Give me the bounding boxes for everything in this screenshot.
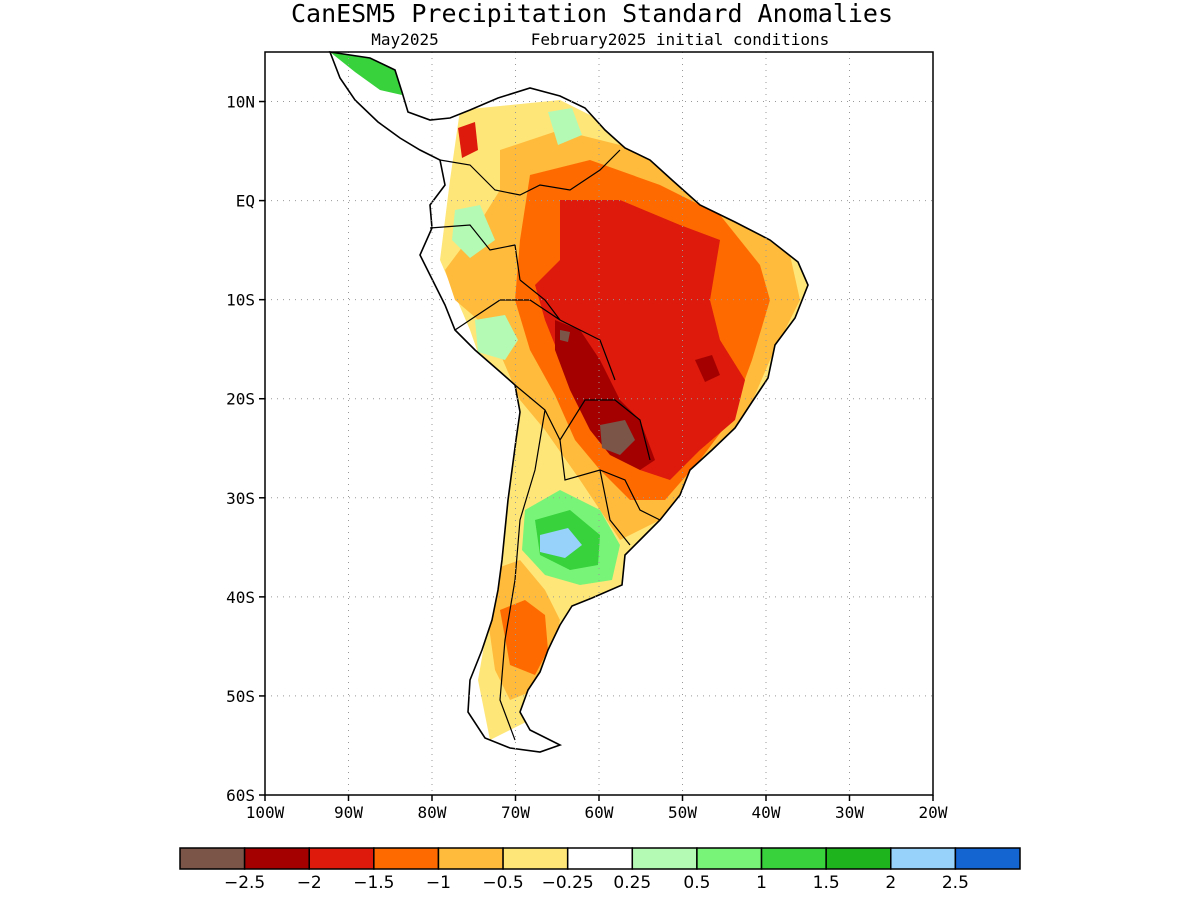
lat-tick-label: 60S xyxy=(226,786,255,805)
colorbar-swatch xyxy=(243,847,310,870)
field-band-wet-peru xyxy=(475,315,518,360)
lon-tick-label: 40W xyxy=(752,803,781,822)
colorbar-swatch xyxy=(502,847,569,870)
colorbar-swatch xyxy=(437,847,504,870)
colorbar-label: 2 xyxy=(885,873,896,893)
lon-tick-label: 80W xyxy=(418,803,447,822)
colorbar-swatch xyxy=(696,847,763,870)
colorbar-swatch xyxy=(373,847,440,870)
lat-tick-label: 10S xyxy=(226,291,255,310)
field-band-extreme-dry xyxy=(600,420,635,455)
colorbar-swatch xyxy=(825,847,892,870)
colorbar-label: −0.5 xyxy=(482,873,523,893)
init-conditions-label: February2025 initial conditions xyxy=(531,30,830,49)
lon-tick-label: 60W xyxy=(585,803,614,822)
colorbar-label: 2.5 xyxy=(942,873,969,893)
colorbar-swatch xyxy=(954,847,1021,870)
colorbar-label: −0.25 xyxy=(542,873,594,893)
lat-tick-label: 30S xyxy=(226,489,255,508)
lat-tick-label: EQ xyxy=(236,192,255,211)
field-band-strong-dry-colombia xyxy=(458,122,478,158)
lat-tick-label: 40S xyxy=(226,588,255,607)
field-band-wet-venezuela xyxy=(548,108,582,145)
colorbar-swatch xyxy=(760,847,827,870)
colorbar-swatch xyxy=(179,847,246,870)
field-band-very-strong-dry-ne xyxy=(695,355,720,382)
colorbar-label: −1.5 xyxy=(353,873,394,893)
field-band-moderate-dry-patagonia xyxy=(500,600,548,675)
colorbar-label: −2 xyxy=(297,873,322,893)
lon-tick-label: 70W xyxy=(501,803,530,822)
colorbar-label: −1 xyxy=(426,873,451,893)
figure-title: CanESM5 Precipitation Standard Anomalies xyxy=(291,0,893,28)
target-month-label: May2025 xyxy=(371,30,438,49)
field-band-extreme-dry-small xyxy=(560,330,570,342)
colorbar-label: 0.5 xyxy=(683,873,710,893)
lat-tick-label: 50S xyxy=(226,687,255,706)
colorbar-swatch xyxy=(890,847,957,870)
field-band-very-wet-argentina xyxy=(540,528,582,558)
colorbar: −2.5 −2 −1.5 −1 −0.5 −0.25 0.25 0.5 1 1.5 2 2.5 xyxy=(179,847,1021,893)
lat-tick-label: 10N xyxy=(226,93,255,112)
colorbar-swatch xyxy=(631,847,698,870)
colorbar-swatch xyxy=(566,847,634,870)
longitude-axis: 100W 90W 80W 70W 60W 50W 40W 30W 20W xyxy=(246,795,948,822)
latitude-axis: 10N EQ 10S 20S 30S 40S 50S 60S xyxy=(226,93,265,805)
lon-tick-label: 100W xyxy=(246,803,285,822)
lon-tick-label: 30W xyxy=(835,803,864,822)
continent-outline xyxy=(328,51,809,753)
field-band-wet-ecuador xyxy=(452,205,495,258)
lon-tick-label: 90W xyxy=(334,803,363,822)
lon-tick-label: 20W xyxy=(919,803,948,822)
colorbar-label: 1 xyxy=(756,873,767,893)
colorbar-label: −2.5 xyxy=(224,873,265,893)
colorbar-label: 1.5 xyxy=(813,873,840,893)
lat-tick-label: 20S xyxy=(226,390,255,409)
map-panel: 10N EQ 10S 20S 30S 40S 50S 60S 100W 90W 80W 70W 60W… xyxy=(226,51,948,822)
colorbar-label: 0.25 xyxy=(613,873,651,893)
lon-tick-label: 50W xyxy=(668,803,697,822)
colorbar-swatch xyxy=(308,847,375,870)
